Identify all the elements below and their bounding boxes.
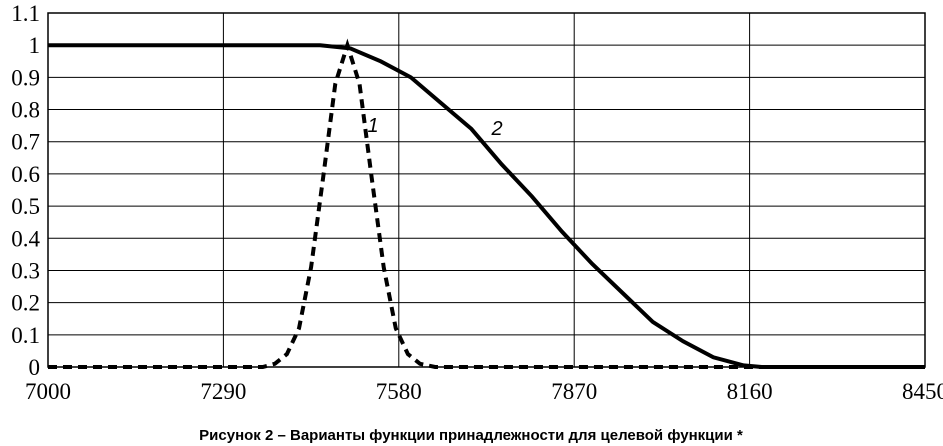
y-tick-label: 0.7 [11,130,40,155]
line-series [48,43,925,369]
x-tick-label: 7870 [551,379,597,404]
series-label: 2 [490,118,502,140]
x-tick-label: 8160 [727,379,773,404]
y-tick-label: 0.2 [11,291,40,316]
y-tick-label: 0.9 [11,65,40,90]
y-tick-label: 1.1 [11,1,40,26]
plot-frame [47,12,926,368]
y-tick-label: 0.8 [11,98,40,123]
x-tick-label: 8450 [902,379,943,404]
y-tick-label: 0.6 [11,162,40,187]
x-tick-label: 7000 [25,379,71,404]
y-tick-label: 1 [29,33,41,58]
y-tick-label: 0.1 [11,323,40,348]
x-tick-label: 7580 [376,379,422,404]
y-tick-label: 0.3 [11,258,40,283]
y-tick-label: 0.5 [11,194,40,219]
x-tick-label: 7290 [200,379,246,404]
line-series [48,38,925,369]
series-label: 1 [367,115,378,137]
y-tick-label: 0 [29,355,41,380]
y-tick-label: 0.4 [11,226,40,251]
chart-caption: Рисунок 2 – Варианты функции принадлежно… [199,427,743,444]
